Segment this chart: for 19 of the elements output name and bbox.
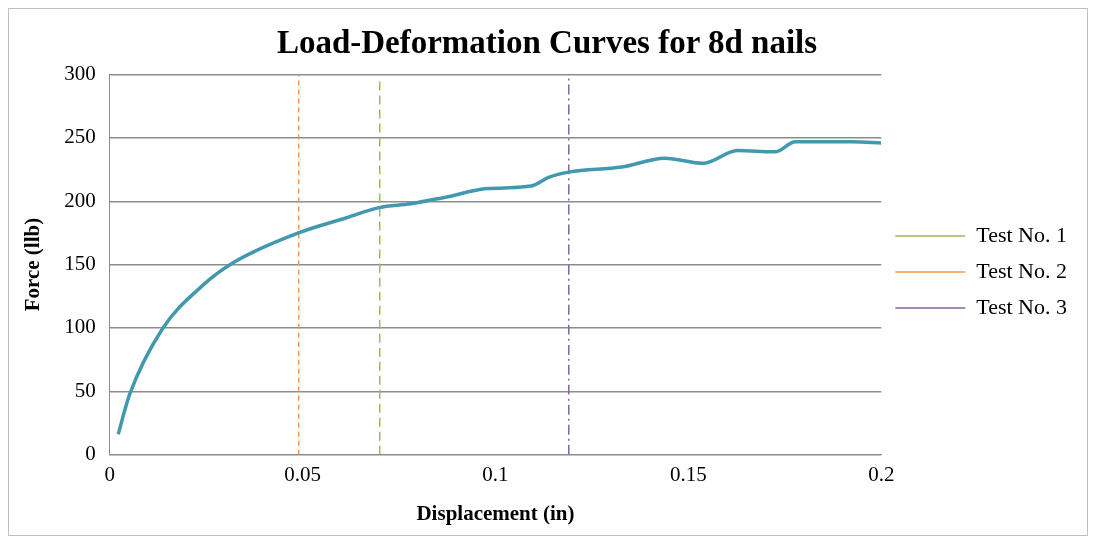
y-tick-label: 200 <box>64 187 96 212</box>
legend-label: Test No. 3 <box>976 293 1068 319</box>
x-tick-label: 0 <box>104 461 115 486</box>
y-axis-title: Force (llb) <box>20 217 45 312</box>
x-tick-label: 0.1 <box>482 461 509 486</box>
x-axis-title: Displacement (in) <box>416 500 575 525</box>
legend-label: Test No. 1 <box>976 221 1068 247</box>
x-tick-label: 0.15 <box>670 461 707 486</box>
line-series <box>116 139 882 437</box>
x-tick-label: 0.05 <box>284 461 321 486</box>
legend-label: Test No. 2 <box>976 257 1068 283</box>
y-tick-label: 250 <box>64 124 96 149</box>
y-tick-label: 50 <box>74 377 96 402</box>
y-tick-label: 0 <box>85 441 96 466</box>
x-tick-label: 0.2 <box>868 461 895 486</box>
y-tick-label: 150 <box>64 251 96 276</box>
y-tick-label: 100 <box>64 314 96 339</box>
y-tick-label: 300 <box>64 61 96 86</box>
chart-title: Load-Deformation Curves for 8d nails <box>276 24 818 61</box>
